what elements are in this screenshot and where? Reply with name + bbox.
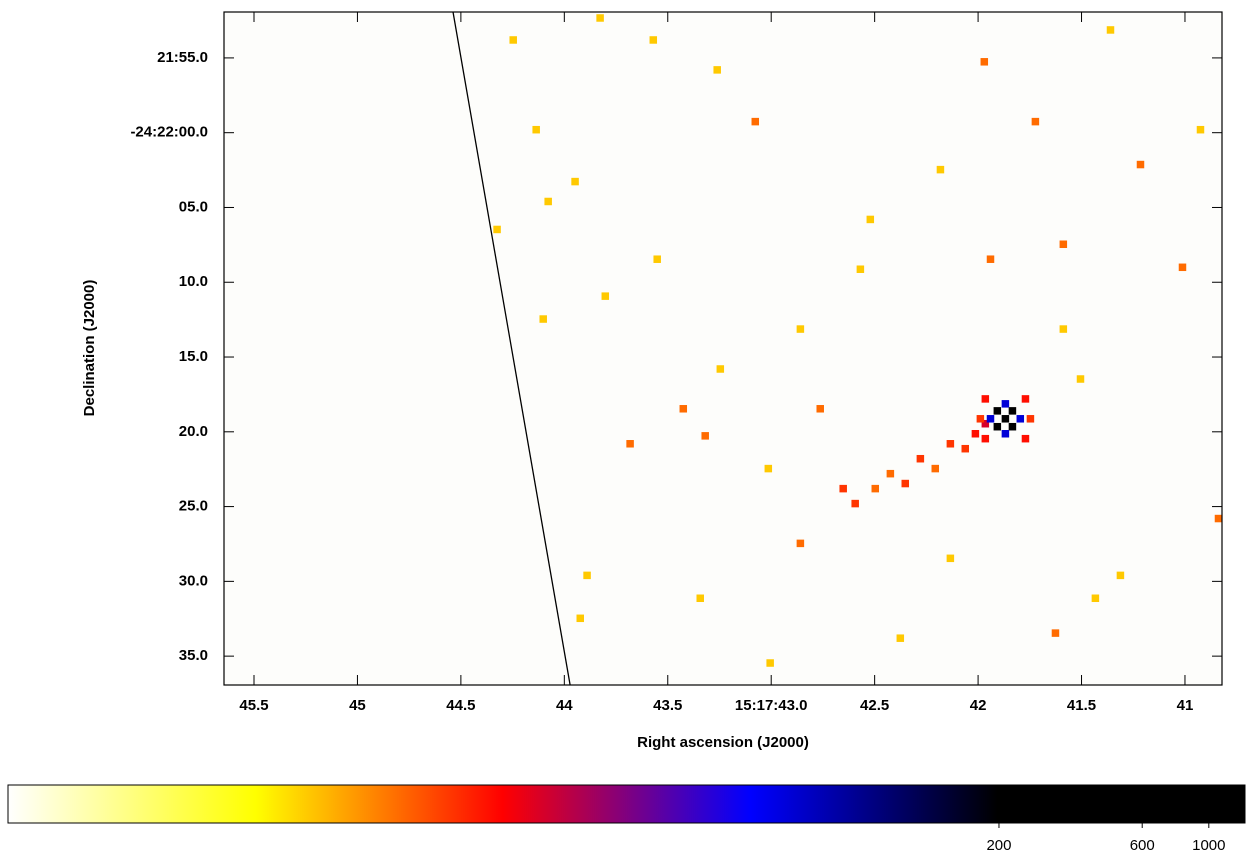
x-tick-label: 45.5: [239, 697, 268, 714]
pixel: [1196, 125, 1205, 134]
pixel: [601, 292, 610, 300]
pixel: [596, 14, 604, 22]
pixel: [751, 117, 760, 126]
pixel: [866, 215, 875, 224]
pixel: [971, 429, 980, 438]
pixel: [961, 444, 970, 453]
pixel: [981, 434, 990, 443]
x-tick-label: 41.5: [1067, 697, 1096, 714]
pixel: [1051, 629, 1060, 637]
pixel: [766, 659, 774, 667]
plot-frame: [223, 11, 1223, 686]
colorbar-tick-label: 600: [1130, 837, 1155, 854]
pixel: [1008, 422, 1017, 431]
pixel: [539, 315, 547, 323]
y-tick-label: 21:55.0: [157, 49, 208, 66]
pixel: [653, 255, 661, 263]
pixel: [986, 415, 995, 423]
x-tick-label: 43.5: [653, 697, 682, 714]
pixel: [931, 464, 940, 473]
colorbar-tick-label: 1000: [1192, 837, 1225, 854]
pixel: [1001, 400, 1010, 408]
pixel: [571, 177, 579, 186]
pixel: [1059, 240, 1068, 249]
pixel: [1001, 415, 1010, 423]
pixel: [796, 539, 805, 548]
pixel: [493, 225, 501, 234]
x-tick-label: 44.5: [446, 697, 475, 714]
pixel: [649, 36, 658, 44]
pixel: [946, 440, 955, 448]
pixel: [544, 197, 552, 206]
image-background: [224, 12, 1222, 685]
pixel: [1076, 375, 1085, 383]
pixel: [1026, 415, 1035, 423]
pixel: [679, 405, 688, 413]
x-tick-label: 42.5: [860, 697, 889, 714]
pixel: [856, 265, 865, 273]
y-tick-label: 20.0: [179, 423, 208, 440]
pixel: [576, 614, 585, 623]
pixel: [986, 255, 995, 263]
x-tick-label: 41: [1177, 697, 1194, 714]
pixel: [816, 405, 824, 413]
pixel: [1178, 263, 1187, 272]
pixel: [936, 165, 945, 174]
pixel: [1008, 407, 1017, 415]
pixel: [1091, 594, 1100, 603]
pixel: [886, 469, 895, 478]
pixel: [1016, 415, 1025, 423]
y-tick-label: 15.0: [179, 348, 208, 365]
pixel: [509, 36, 517, 44]
pixel: [716, 365, 725, 373]
y-tick-label: 05.0: [179, 198, 208, 215]
pixel: [980, 58, 989, 66]
pixel: [993, 407, 1002, 415]
pixel: [701, 432, 709, 440]
pixel: [713, 66, 721, 74]
pixel: [796, 325, 805, 333]
pixel: [896, 634, 905, 642]
pixel: [1116, 571, 1125, 580]
pixel: [626, 440, 634, 448]
pixel: [946, 554, 955, 563]
y-tick-label: 10.0: [179, 273, 208, 290]
pixels: [452, 12, 1222, 685]
pixel: [1059, 325, 1068, 333]
pixel: [532, 125, 540, 134]
y-tick-label: 25.0: [179, 498, 208, 515]
pixel: [1136, 160, 1145, 169]
pixel: [916, 454, 925, 463]
pixel: [871, 484, 880, 493]
x-axis-label: Right ascension (J2000): [637, 734, 809, 751]
pixel: [1106, 26, 1115, 34]
pixel: [1021, 395, 1030, 403]
x-tick-label: 44: [556, 697, 573, 714]
pixel: [1031, 117, 1040, 126]
y-tick-label: 30.0: [179, 572, 208, 589]
pixel: [993, 422, 1002, 431]
pixel: [583, 571, 591, 580]
pixel: [839, 484, 847, 493]
pixel: [764, 464, 773, 473]
pixel: [901, 479, 910, 488]
y-axis-label: Declination (J2000): [81, 280, 98, 417]
colorbar-tick-label: 200: [986, 837, 1011, 854]
pixel: [976, 415, 985, 423]
chip-edge: [452, 12, 571, 685]
colorbar: [7, 784, 1246, 824]
pixel: [851, 499, 859, 508]
x-tick-label: 42: [970, 697, 987, 714]
pixel: [1214, 514, 1222, 523]
pixel: [981, 395, 990, 403]
pixel: [981, 419, 990, 428]
x-tick-label: 15:17:43.0: [735, 697, 808, 714]
y-tick-label: -24:22:00.0: [130, 124, 208, 141]
pixel: [1001, 429, 1010, 438]
y-tick-label: 35.0: [179, 647, 208, 664]
x-tick-label: 45: [349, 697, 366, 714]
pixel: [696, 594, 704, 603]
pixel: [1021, 434, 1030, 443]
